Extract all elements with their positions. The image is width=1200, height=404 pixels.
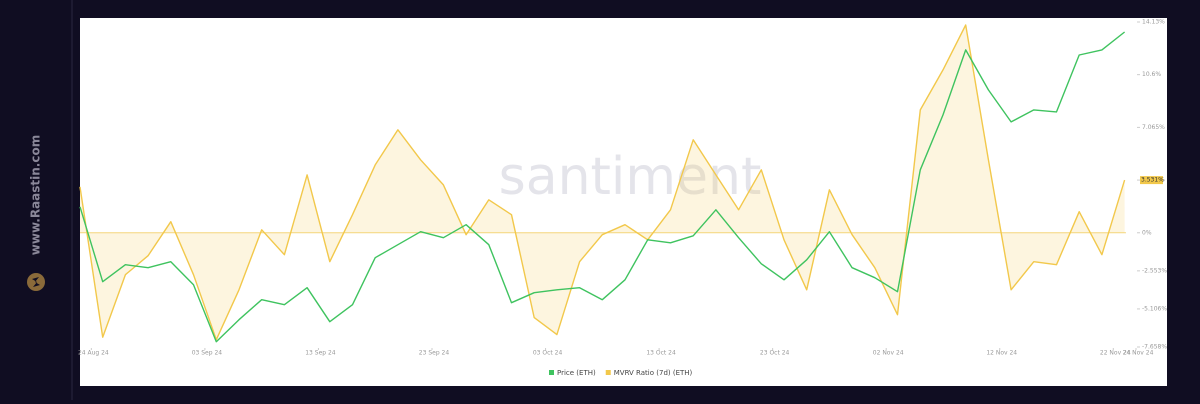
x-tick-label: 03 Sep 24 [192,350,223,357]
y-tick-label: -2.553% [1142,267,1167,274]
last-value-box [1140,176,1163,185]
area [80,25,1125,340]
x-tick-label: 13 Sep 24 [305,350,336,357]
site-logo [27,273,45,291]
x-tick-label: 24 Nov 24 [1123,350,1154,357]
x-tick-label: 23 Sep 24 [419,350,450,357]
x-tick-label: 22 Nov 24 [1100,350,1131,357]
last-value-label: 3.531% [1141,177,1164,184]
y-tick-label: 14.13% [1142,19,1165,26]
x-tick-label: 24 Aug 24 [78,350,109,357]
y-tick-label: 0% [1142,229,1152,236]
legend-label: MVRV Ratio (7d) (ETH) [614,369,693,377]
y-tick-label: -5.106% [1142,305,1167,312]
legend-swatch [549,370,554,375]
x-tick-label: 03 Oct 24 [533,350,563,357]
legend-swatch [605,370,611,375]
x-tick-label: 23 Oct 24 [760,350,790,357]
x-tick-label: 13 Oct 24 [646,350,676,357]
line [79,24,1126,341]
x-tick-label: 02 Nov 24 [873,350,904,357]
y-tick-label: -7.658% [1142,344,1167,351]
legend-label: Price (ETH) [557,369,596,377]
x-tick-label: 12 Nov 24 [986,350,1017,357]
y-tick-label: 7.065% [1142,124,1165,131]
site-name: www.Raastin.com [29,135,43,255]
panel [80,18,1167,386]
y-tick-label: 10.6% [1142,71,1161,78]
line [79,31,1126,343]
